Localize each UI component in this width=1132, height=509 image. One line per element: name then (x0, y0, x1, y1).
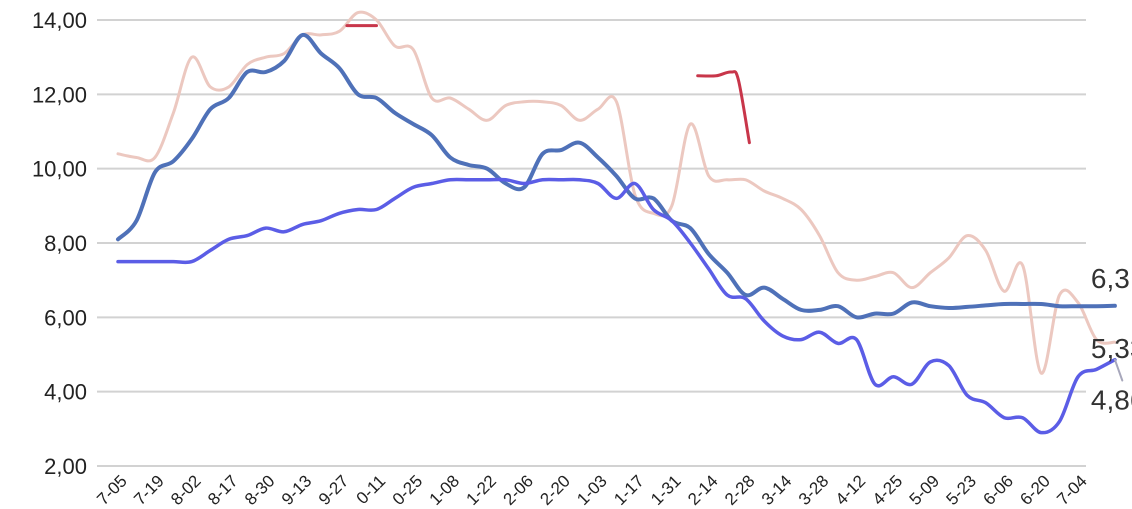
series-line-2 (116, 32, 1117, 320)
series-line-5 (696, 70, 751, 145)
data-label-2: 5,33 (1091, 333, 1132, 364)
x-axis: 7-05 7-19 8-02 8-17 8-30 9-13 9-27 0-11 0-25 1-08… (93, 471, 1090, 508)
data-labels: 6,31 5,33 4,86 (1091, 263, 1132, 416)
x-tick-label: 2-14 (684, 471, 721, 508)
x-tick-label: 9-13 (278, 471, 315, 508)
series-line-3 (116, 177, 1117, 435)
y-axis: 2,00 4,00 6,00 8,00 10,00 12,00 14,00 (32, 8, 87, 479)
y-tick-label: 4,00 (44, 380, 87, 405)
x-tick-label: 3-28 (795, 471, 832, 508)
plot-area (116, 10, 1124, 435)
x-tick-label: 9-27 (315, 471, 352, 508)
x-tick-label: 1-22 (463, 471, 500, 508)
x-tick-label: 0-11 (353, 471, 390, 508)
x-tick-label: 7-19 (130, 471, 167, 508)
x-tick-label: 7-05 (93, 471, 130, 508)
y-tick-label: 14,00 (32, 8, 87, 33)
x-tick-label: 6-06 (979, 471, 1016, 508)
y-tick-label: 6,00 (44, 305, 87, 330)
x-tick-label: 4-12 (832, 471, 869, 508)
x-tick-label: 7-04 (1053, 471, 1090, 508)
x-tick-label: 1-17 (610, 471, 647, 508)
x-tick-label: 5-23 (943, 471, 980, 508)
y-tick-label: 12,00 (32, 82, 87, 107)
x-tick-label: 1-31 (647, 471, 684, 508)
x-tick-label: 6-20 (1016, 471, 1053, 508)
x-tick-label: 8-17 (204, 471, 241, 508)
x-tick-label: 2-06 (499, 471, 536, 508)
x-tick-label: 2-28 (721, 471, 758, 508)
x-tick-label: 4-25 (869, 471, 906, 508)
x-tick-label: 8-02 (167, 471, 204, 508)
y-tick-label: 8,00 (44, 231, 87, 256)
data-label-1: 6,31 (1091, 263, 1132, 294)
x-tick-label: 1-08 (426, 471, 463, 508)
y-tick-label: 2,00 (44, 454, 87, 479)
chart-grid (97, 19, 1086, 467)
x-tick-label: 3-14 (758, 471, 795, 508)
series-line-1 (116, 10, 1117, 375)
x-tick-label: 2-20 (536, 471, 573, 508)
series-line-6 (1113, 358, 1124, 382)
x-tick-label: 1-03 (573, 471, 610, 508)
y-tick-label: 10,00 (32, 157, 87, 182)
x-tick-label: 8-30 (241, 471, 278, 508)
x-tick-label: 5-09 (906, 471, 943, 508)
x-tick-label: 0-25 (389, 471, 426, 508)
data-label-3: 4,86 (1091, 385, 1132, 416)
